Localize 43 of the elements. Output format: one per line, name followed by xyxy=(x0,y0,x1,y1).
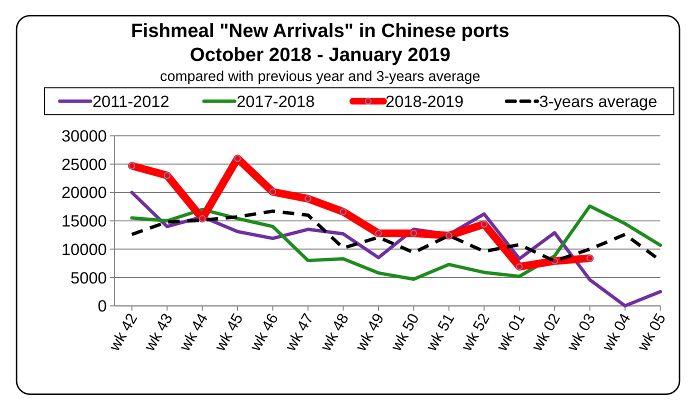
x-tick-label: wk 48 xyxy=(317,310,352,355)
point xyxy=(304,195,312,202)
line-series xyxy=(130,204,662,281)
legend-label: 2011-2012 xyxy=(92,92,170,111)
x-tick-label: wk 46 xyxy=(246,310,282,355)
point xyxy=(164,172,170,179)
point xyxy=(586,254,594,262)
x-tick-label: wk 42 xyxy=(106,310,142,355)
point xyxy=(269,188,276,196)
point xyxy=(375,230,382,237)
point xyxy=(516,263,523,270)
x-tick-label: wk 51 xyxy=(422,310,458,355)
legend-label: 2018-2019 xyxy=(386,92,464,111)
y-tick-label: 30000 xyxy=(61,128,107,146)
point xyxy=(234,155,241,162)
point xyxy=(446,232,452,239)
point xyxy=(128,162,136,170)
y-tick-label: 15000 xyxy=(61,212,107,231)
point xyxy=(340,208,347,216)
y-tick-label: 10000 xyxy=(61,240,107,259)
legend-label: 3-years average xyxy=(539,92,658,111)
x-tick-label: wk 43 xyxy=(141,310,176,355)
x-tick-label: wk 05 xyxy=(634,310,670,355)
x-tick-label: wk 52 xyxy=(458,310,494,355)
y-tick-label: 5000 xyxy=(70,269,107,288)
x-tick-label: wk 03 xyxy=(564,310,600,355)
x-tick-label: wk 47 xyxy=(282,310,318,355)
point xyxy=(410,230,418,237)
x-tick-label: wk 02 xyxy=(528,310,564,355)
point xyxy=(480,220,488,228)
x-tick-label: wk 50 xyxy=(388,310,423,355)
point xyxy=(198,215,206,222)
chart-subtitle: compared with previous year and 3-years average xyxy=(160,69,480,86)
x-tick-label: wk 44 xyxy=(176,310,212,355)
chart-title: Fishmeal "New Arrivals" in Chinese ports October 2018 - January 2019 xyxy=(131,20,510,66)
x-tick-label: wk 04 xyxy=(599,310,635,355)
y-tick-label: 25000 xyxy=(61,156,107,174)
x-tick-label: wk 01 xyxy=(493,310,529,355)
legend-label: 2017-2018 xyxy=(236,92,315,111)
x-tick-label: wk 49 xyxy=(352,310,388,355)
x-tick-label: wk 45 xyxy=(211,310,247,355)
y-tick-label: 0 xyxy=(98,298,107,316)
y-tick-label: 20000 xyxy=(61,184,107,202)
